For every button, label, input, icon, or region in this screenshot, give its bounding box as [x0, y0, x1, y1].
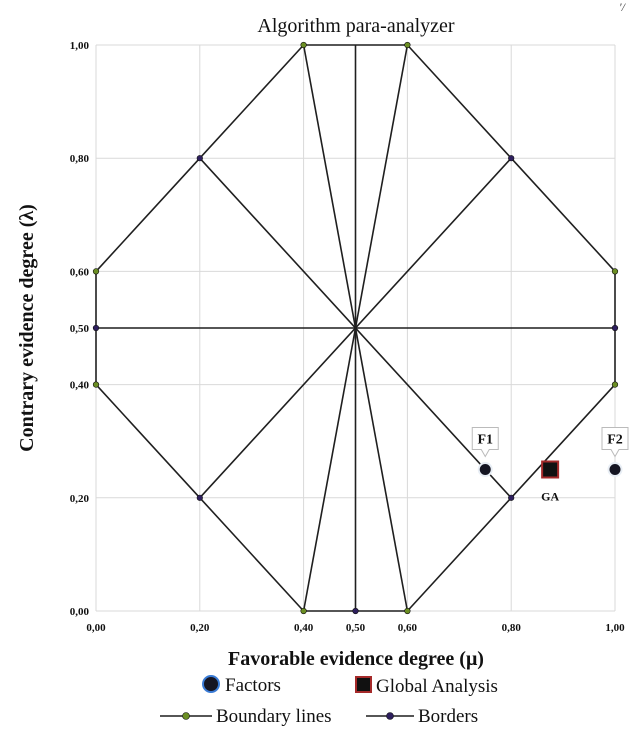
- vertex-boundary-lines-1: [404, 41, 411, 49]
- y-axis-ticks: 0,00 0,20 0,40 0,50 0,60 0,80 1,00: [70, 40, 90, 618]
- y-tick-label: 0,80: [70, 153, 90, 165]
- callout-label-f2: F2: [607, 433, 623, 448]
- x-tick-label: 0,50: [346, 622, 366, 634]
- callout-box-f1: [471, 427, 499, 458]
- x-tick-label: 0,60: [398, 622, 418, 634]
- vertex-boundary-lines-2: [92, 268, 100, 275]
- callout-box-f2: [601, 427, 629, 458]
- chart-title: Algorithm para-analyzer: [257, 15, 454, 37]
- callout-label-f1: F1: [477, 433, 493, 448]
- y-tick-label: 1,00: [70, 40, 90, 52]
- legend-boundary-dot-icon: [182, 712, 190, 720]
- vertex-boundary-lines-5: [611, 381, 619, 388]
- segment-borders-1: [95, 157, 201, 272]
- segment-boundary-lines-7: [354, 327, 409, 612]
- legend-factors-icon: [202, 675, 220, 693]
- segment-borders-7: [510, 384, 616, 499]
- legend-item-boundary-lines: Boundary lines: [160, 706, 332, 727]
- legend-borders-dot-icon: [386, 712, 394, 720]
- global-analysis-label: GA: [541, 490, 559, 504]
- legend: Factors Global Analysis Boundary lines Bord…: [160, 675, 498, 727]
- legend-factors-label: Factors: [225, 675, 281, 696]
- annotations: F1 F2 GA: [471, 427, 629, 504]
- y-axis-title: Contrary evidence degree (λ): [16, 204, 38, 452]
- segment-borders-6: [406, 497, 512, 612]
- vertex-boundary-lines-0: [300, 41, 307, 49]
- segment-borders-2: [406, 44, 512, 159]
- vertex-borders-6: [352, 607, 359, 615]
- x-tick-label: 0,80: [502, 622, 522, 634]
- y-tick-label: 0,60: [70, 266, 90, 278]
- vertex-borders-4: [92, 324, 100, 332]
- global-analysis-point: [541, 460, 560, 479]
- y-tick-label: 0,20: [70, 493, 90, 505]
- x-axis-ticks: 0,00 0,20 0,40 0,50 0,60 0,80 1,00: [86, 622, 625, 634]
- callout-f2: F2: [601, 427, 629, 458]
- chart-lines: [95, 44, 616, 612]
- vertex-boundary-lines-7: [404, 607, 411, 615]
- segment-borders-4: [95, 384, 201, 499]
- legend-boundary-lines-label: Boundary lines: [216, 706, 332, 727]
- x-tick-label: 0,00: [86, 622, 106, 634]
- vertex-borders-1: [508, 155, 515, 162]
- vertex-boundary-lines-6: [300, 607, 307, 615]
- segment-borders-3: [510, 157, 616, 272]
- legend-global-analysis-icon: [355, 676, 372, 693]
- chart-points: [92, 41, 623, 615]
- vertex-borders-3: [508, 494, 515, 501]
- x-tick-label: 1,00: [605, 622, 625, 634]
- y-tick-label: 0,00: [70, 606, 90, 618]
- legend-item-borders: Borders: [366, 706, 478, 727]
- legend-item-global-analysis: Global Analysis: [355, 676, 498, 697]
- vertex-boundary-lines-4: [611, 268, 619, 275]
- segment-boundary-lines-4: [302, 44, 357, 329]
- factor-point-f1: [477, 462, 493, 477]
- segment-boundary-lines-5: [354, 44, 409, 329]
- y-tick-label: 0,40: [70, 380, 90, 392]
- vertex-borders-0: [196, 155, 203, 162]
- segment-borders-0: [199, 44, 305, 159]
- vertex-boundary-lines-3: [92, 381, 100, 388]
- x-tick-label: 0,20: [190, 622, 210, 634]
- vertex-borders-2: [196, 494, 203, 501]
- vertex-borders-5: [611, 324, 619, 332]
- segment-boundary-lines-6: [302, 327, 357, 612]
- corner-mark: ′/: [619, 0, 625, 14]
- x-axis-title: Favorable evidence degree (μ): [228, 648, 484, 670]
- legend-item-factors: Factors: [202, 675, 281, 696]
- x-tick-label: 0,40: [294, 622, 314, 634]
- legend-global-analysis-label: Global Analysis: [376, 676, 498, 697]
- y-tick-label: 0,50: [70, 323, 90, 335]
- legend-borders-label: Borders: [418, 706, 478, 727]
- callout-f1: F1: [471, 427, 499, 458]
- segment-borders-5: [199, 497, 305, 612]
- factor-point-f2: [607, 462, 623, 477]
